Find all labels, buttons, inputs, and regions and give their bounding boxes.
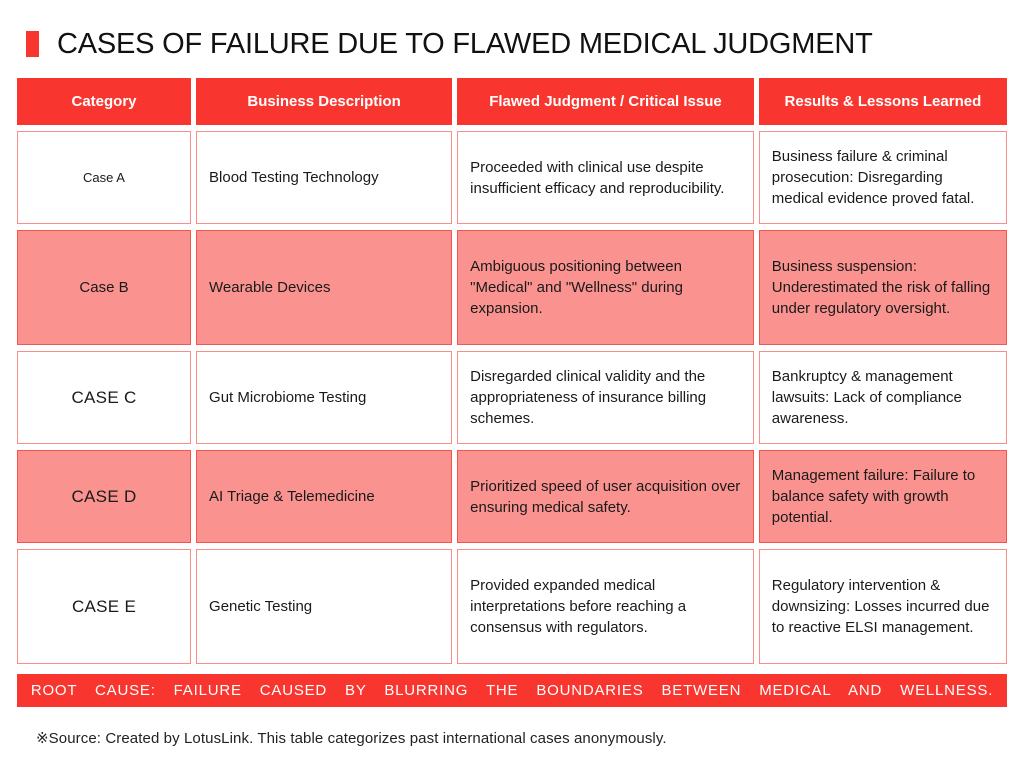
cell-business-description: Genetic Testing bbox=[196, 549, 453, 664]
table-row-case-e: CASE E Genetic Testing Provided expanded… bbox=[17, 549, 1007, 664]
cases-table: Category Business Description Flawed Jud… bbox=[17, 78, 1007, 664]
cell-business-description: Wearable Devices bbox=[196, 230, 453, 345]
root-cause-banner-text: ROOT CAUSE: FAILURE CAUSED BY BLURRING T… bbox=[30, 682, 994, 699]
table-row-case-a: Case A Blood Testing Technology Proceede… bbox=[17, 131, 1007, 224]
cell-category: Case B bbox=[17, 230, 192, 345]
cell-business-description: AI Triage & Telemedicine bbox=[196, 450, 453, 543]
cell-results-lessons: Regulatory intervention & downsizing: Lo… bbox=[758, 549, 1007, 664]
table-header-row: Category Business Description Flawed Jud… bbox=[17, 78, 1007, 125]
page-title: CASES OF FAILURE DUE TO FLAWED MEDICAL J… bbox=[57, 27, 873, 60]
title-row: CASES OF FAILURE DUE TO FLAWED MEDICAL J… bbox=[26, 18, 1007, 70]
cell-flawed-judgment: Provided expanded medical interpretation… bbox=[457, 549, 754, 664]
cell-flawed-judgment: Proceeded with clinical use despite insu… bbox=[457, 131, 754, 224]
cell-category: Case A bbox=[17, 131, 192, 224]
cell-category: CASE C bbox=[17, 351, 192, 444]
cell-results-lessons: Bankruptcy & management lawsuits: Lack o… bbox=[758, 351, 1007, 444]
root-cause-banner: ROOT CAUSE: FAILURE CAUSED BY BLURRING T… bbox=[17, 674, 1007, 707]
table-row-case-b: Case B Wearable Devices Ambiguous positi… bbox=[17, 230, 1007, 345]
cell-flawed-judgment: Prioritized speed of user acquisition ov… bbox=[457, 450, 754, 543]
cell-category: CASE D bbox=[17, 450, 192, 543]
cell-business-description: Gut Microbiome Testing bbox=[196, 351, 453, 444]
column-header-results-lessons: Results & Lessons Learned bbox=[758, 78, 1007, 125]
cell-flawed-judgment: Ambiguous positioning between "Medical" … bbox=[457, 230, 754, 345]
title-bullet bbox=[26, 31, 39, 57]
cell-business-description: Blood Testing Technology bbox=[196, 131, 453, 224]
column-header-business-description: Business Description bbox=[196, 78, 453, 125]
table-row-case-d: CASE D AI Triage & Telemedicine Prioriti… bbox=[17, 450, 1007, 543]
cell-flawed-judgment: Disregarded clinical validity and the ap… bbox=[457, 351, 754, 444]
cell-category: CASE E bbox=[17, 549, 192, 664]
source-note: ※Source: Created by LotusLink. This tabl… bbox=[36, 730, 667, 747]
cell-results-lessons: Business failure & criminal prosecution:… bbox=[758, 131, 1007, 224]
cell-results-lessons: Management failure: Failure to balance s… bbox=[758, 450, 1007, 543]
column-header-flawed-judgment: Flawed Judgment / Critical Issue bbox=[457, 78, 754, 125]
column-header-category: Category bbox=[17, 78, 192, 125]
table-row-case-c: CASE C Gut Microbiome Testing Disregarde… bbox=[17, 351, 1007, 444]
cell-results-lessons: Business suspension: Underestimated the … bbox=[758, 230, 1007, 345]
